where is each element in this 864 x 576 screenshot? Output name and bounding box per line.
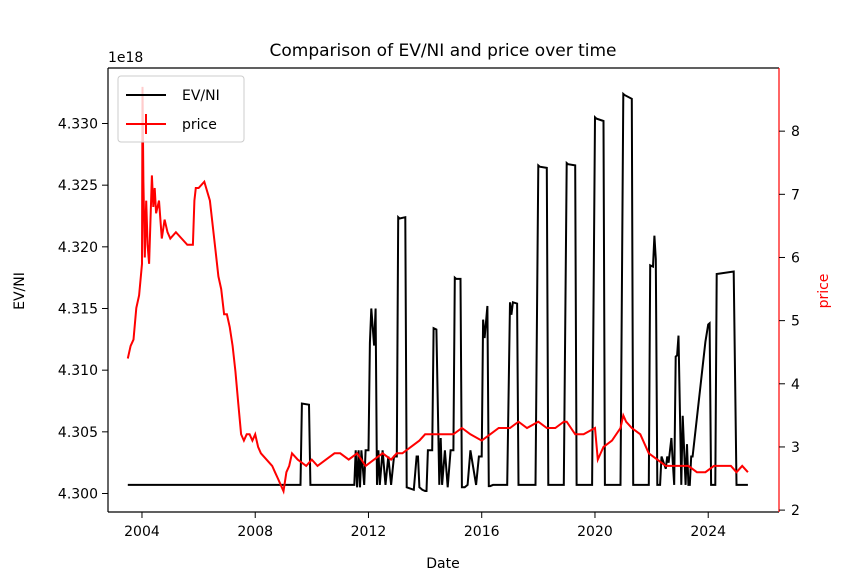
legend: EV/NI price xyxy=(117,75,245,143)
y-axis-left-title: EV/NI xyxy=(12,272,28,310)
series-line-price xyxy=(126,86,749,495)
y-left-tick-label: 4.310 xyxy=(58,363,98,379)
plot-area xyxy=(126,86,749,495)
x-tick-label: 2024 xyxy=(690,524,726,540)
y-right-tick-label: 6 xyxy=(791,250,800,266)
x-tick-label: 2004 xyxy=(124,524,160,540)
x-tick-label: 2016 xyxy=(464,524,500,540)
y-axis-right: 2 3 4 5 6 7 8 xyxy=(778,68,800,519)
y-left-tick-label: 4.330 xyxy=(58,117,98,133)
y-left-tick-label: 4.325 xyxy=(58,178,98,194)
y-right-tick-label: 2 xyxy=(791,503,800,519)
y-axis-left: 4.300 4.305 4.310 4.315 4.320 4.325 4.330 xyxy=(58,68,109,512)
y-left-tick-label: 4.300 xyxy=(58,487,98,503)
left-axis-offset-label: 1e18 xyxy=(108,50,143,66)
x-tick-label: 2020 xyxy=(577,524,613,540)
y-right-tick-label: 5 xyxy=(791,314,800,330)
y-right-tick-label: 8 xyxy=(791,124,800,140)
y-right-tick-label: 7 xyxy=(791,187,800,203)
y-right-tick-label: 3 xyxy=(791,440,800,456)
legend-label-price: price xyxy=(182,117,217,133)
y-left-tick-label: 4.305 xyxy=(58,425,98,441)
series-line-ev-ni xyxy=(127,91,748,492)
x-tick-label: 2008 xyxy=(237,524,273,540)
y-left-tick-label: 4.320 xyxy=(58,240,98,256)
y-left-tick-label: 4.315 xyxy=(58,302,98,318)
x-axis: 2004 2008 2012 2016 2020 2024 xyxy=(108,67,779,540)
x-axis-title: Date xyxy=(426,556,459,572)
y-right-tick-label: 4 xyxy=(791,377,800,393)
legend-label-ev-ni: EV/NI xyxy=(182,88,220,104)
chart-title: Comparison of EV/NI and price over time xyxy=(269,41,616,61)
x-tick-label: 2012 xyxy=(351,524,387,540)
y-axis-right-title: price xyxy=(816,274,832,309)
legend-box xyxy=(117,75,245,143)
